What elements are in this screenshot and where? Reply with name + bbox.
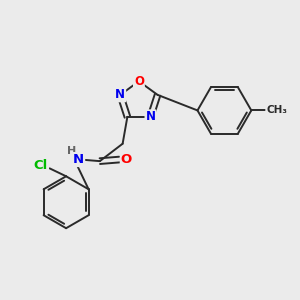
Text: Cl: Cl xyxy=(34,159,48,172)
Text: N: N xyxy=(146,110,155,123)
Text: O: O xyxy=(121,153,132,166)
Text: N: N xyxy=(73,153,84,166)
Text: N: N xyxy=(115,88,125,101)
Text: H: H xyxy=(67,146,76,156)
Text: O: O xyxy=(134,75,144,88)
Text: CH₃: CH₃ xyxy=(266,105,287,116)
